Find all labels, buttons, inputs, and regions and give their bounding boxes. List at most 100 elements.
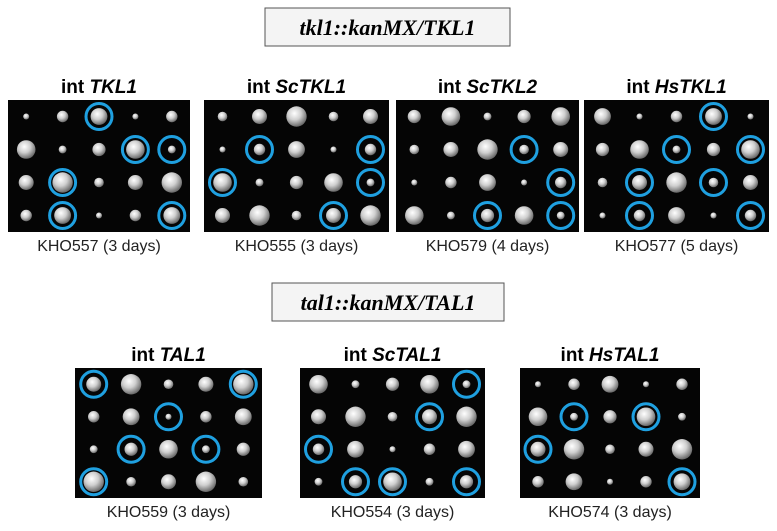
colony bbox=[458, 440, 475, 458]
colony bbox=[443, 142, 459, 157]
colony bbox=[126, 140, 145, 159]
colony bbox=[236, 442, 250, 456]
colony bbox=[16, 140, 36, 159]
colony bbox=[345, 406, 366, 427]
highlight-ring bbox=[736, 135, 765, 164]
colony bbox=[670, 110, 683, 123]
panel-caption: KHO554 (3 days) bbox=[331, 504, 455, 521]
highlight-ring bbox=[625, 201, 654, 230]
title-prefix: int bbox=[61, 77, 85, 98]
colony bbox=[521, 179, 528, 186]
colony bbox=[167, 145, 176, 154]
colony bbox=[215, 208, 230, 223]
colony bbox=[705, 108, 722, 125]
colony bbox=[165, 413, 172, 420]
colony bbox=[514, 206, 534, 225]
highlight-ring bbox=[304, 434, 333, 464]
colony bbox=[252, 109, 267, 124]
highlight-ring bbox=[546, 201, 576, 230]
title-gene: HsTKL1 bbox=[655, 77, 727, 98]
colony bbox=[744, 209, 757, 222]
colony bbox=[517, 109, 531, 124]
highlight-ring bbox=[523, 434, 553, 464]
colony bbox=[120, 374, 142, 395]
colony bbox=[126, 476, 136, 487]
title-gene: HsTAL1 bbox=[589, 345, 659, 366]
highlight-ring bbox=[509, 135, 539, 164]
colony bbox=[198, 376, 214, 392]
label-box bbox=[264, 7, 511, 47]
colony bbox=[422, 409, 437, 425]
colony bbox=[671, 439, 693, 460]
colony bbox=[441, 107, 461, 126]
colony bbox=[383, 472, 402, 492]
highlight-ring bbox=[452, 467, 481, 497]
highlight-ring bbox=[79, 467, 109, 497]
colony bbox=[56, 110, 69, 123]
colony bbox=[632, 175, 647, 190]
panel-caption: KHO574 (3 days) bbox=[548, 504, 672, 521]
highlight-ring bbox=[79, 369, 109, 399]
colony bbox=[291, 210, 302, 221]
panel-title: int TKL1 bbox=[61, 77, 137, 98]
colony bbox=[387, 411, 398, 422]
colony bbox=[202, 445, 210, 454]
colony bbox=[672, 145, 681, 154]
panel-title: int ScTKL2 bbox=[438, 77, 538, 98]
colony bbox=[747, 113, 754, 120]
colony bbox=[668, 207, 685, 224]
highlight-ring bbox=[662, 135, 691, 164]
colony bbox=[743, 175, 758, 190]
highlight-ring bbox=[319, 201, 348, 230]
colony bbox=[314, 477, 323, 486]
highlight-ring bbox=[341, 467, 370, 497]
title-gene: ScTKL2 bbox=[466, 77, 537, 98]
panel-title: int ScTAL1 bbox=[344, 345, 442, 366]
colony bbox=[601, 375, 619, 393]
colony bbox=[363, 109, 378, 124]
colony bbox=[161, 474, 176, 490]
colony bbox=[605, 444, 615, 455]
colony bbox=[311, 409, 326, 425]
colony bbox=[633, 209, 646, 222]
highlight-ring bbox=[157, 201, 187, 230]
colony bbox=[385, 377, 400, 391]
colony bbox=[530, 441, 546, 457]
highlight-ring bbox=[415, 402, 444, 432]
highlight-ring bbox=[356, 168, 385, 197]
colony bbox=[603, 410, 617, 424]
highlight-ring bbox=[116, 434, 146, 464]
colony bbox=[132, 113, 139, 120]
colony bbox=[411, 179, 418, 186]
highlight-ring bbox=[48, 201, 78, 230]
colony bbox=[459, 475, 474, 489]
colony bbox=[89, 445, 98, 454]
colony bbox=[479, 174, 496, 191]
colony bbox=[200, 411, 212, 423]
label-box bbox=[271, 282, 505, 322]
colony bbox=[88, 411, 100, 423]
title-gene: TKL1 bbox=[90, 77, 138, 98]
colony bbox=[54, 207, 71, 224]
panel-title: int ScTKL1 bbox=[247, 77, 346, 98]
colony bbox=[253, 143, 266, 156]
colony bbox=[568, 378, 580, 390]
colony bbox=[636, 113, 643, 120]
colony bbox=[330, 146, 337, 153]
colony bbox=[324, 173, 343, 192]
colony bbox=[217, 111, 228, 122]
colony bbox=[607, 478, 613, 485]
colony bbox=[219, 146, 226, 153]
colony bbox=[159, 439, 178, 459]
highlight-ring bbox=[452, 369, 481, 399]
highlight-ring bbox=[228, 369, 258, 399]
colony bbox=[366, 178, 375, 187]
colony bbox=[238, 476, 249, 487]
highlight-ring bbox=[120, 135, 150, 164]
colony bbox=[348, 475, 363, 489]
colony bbox=[741, 140, 760, 159]
colony bbox=[96, 212, 102, 219]
panel-title: int TAL1 bbox=[131, 345, 206, 366]
colony bbox=[364, 143, 377, 156]
colony bbox=[599, 212, 606, 219]
